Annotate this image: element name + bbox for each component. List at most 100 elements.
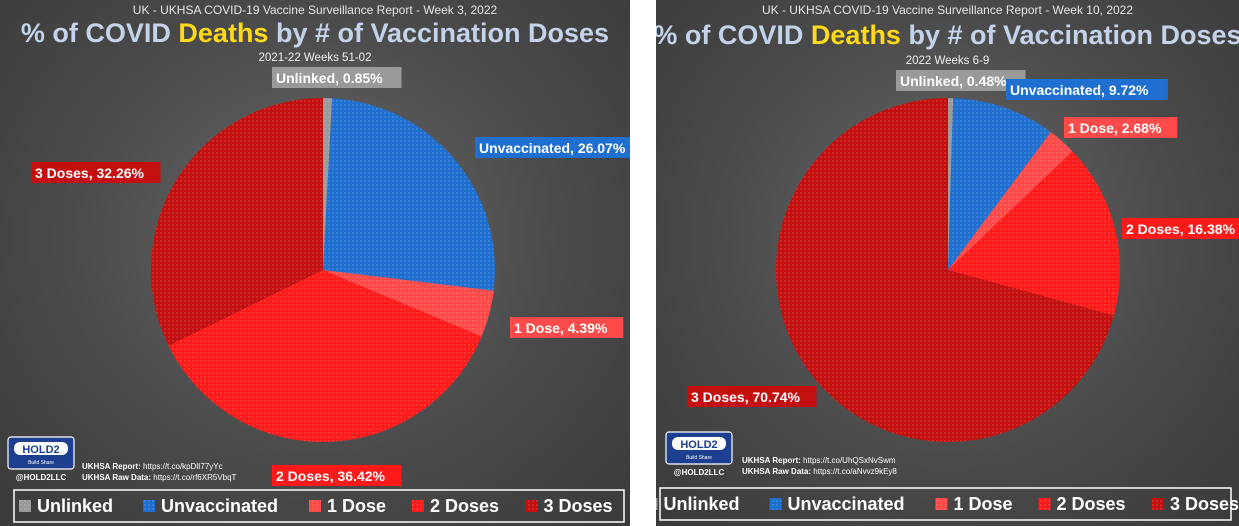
legend-item-dose1: 1 Dose [935, 494, 1013, 514]
legend-label-unvaccinated: Unvaccinated [161, 496, 278, 516]
legend-label-dose1: 1 Dose [954, 494, 1013, 514]
chart-subtitle: 2021-22 Weeks 51-02 [259, 52, 372, 64]
legend-border [13, 489, 625, 523]
data-label-dose1-bg [510, 317, 624, 338]
pie-slice-texture-dose2 [948, 151, 1120, 316]
pie-chart-week3: UK - UKHSA COVID-19 Vaccine Surveillance… [7, 3, 630, 523]
data-label-dose2-bg [272, 465, 402, 486]
hold2-logo: HOLD2 Build Share [7, 436, 75, 470]
chart-title: % of COVID Deaths by # of Vaccination Do… [21, 18, 609, 48]
legend-label-dose3: 3 Doses [544, 496, 613, 516]
source-report: UKHSA Report: https://t.co/kpDlI77yYc [82, 462, 223, 471]
source-report-url: https://t.co/UhQSxNvSwm [803, 456, 896, 465]
legend-label-unlinked: Unlinked [664, 494, 740, 514]
legend-label-unvaccinated: Unvaccinated [788, 494, 905, 514]
pie-slice-texture-dose1 [948, 132, 1073, 270]
legend-item-dose2: 2 Doses [412, 496, 499, 516]
legend-label-dose3: 3 Doses [1170, 494, 1239, 514]
data-label-dose1: 1 Dose, 4.39% [510, 317, 624, 338]
data-label-dose1-text: 1 Dose, 2.68% [1068, 120, 1162, 136]
chart-title-post: by # of Vaccination Doses [901, 20, 1239, 50]
data-label-unvaccinated: Unvaccinated, 9.72% [1006, 79, 1168, 100]
twitter-handle: @HOLD2LLC [674, 468, 725, 477]
legend-item-unvaccinated: Unvaccinated [769, 494, 905, 514]
pie-slice-texture-dose3 [151, 98, 323, 346]
logo-text: HOLD2 [680, 439, 717, 451]
legend-label-dose2: 2 Doses [1057, 494, 1126, 514]
data-label-dose2-text: 2 Doses, 36.42% [276, 468, 386, 484]
source-raw: UKHSA Raw Data: https://t.co/aNvvz9kEy8 [742, 467, 897, 476]
source-raw-label: UKHSA Raw Data: [82, 473, 153, 482]
data-label-dose2: 2 Doses, 36.42% [272, 465, 402, 486]
data-label-unlinked-bg [896, 70, 1026, 91]
pie-slice-texture-unlinked [323, 98, 333, 270]
data-label-unvaccinated-text: Unvaccinated, 26.07% [479, 140, 626, 156]
data-label-dose1-bg [1064, 117, 1178, 138]
source-raw-url: https://t.co/aNvvz9kEy8 [813, 467, 897, 476]
legend-item-unlinked: Unlinked [19, 496, 113, 516]
pie-slice-texture-unvaccinated [323, 98, 495, 291]
data-label-dose3: 3 Doses, 70.74% [687, 386, 817, 407]
data-label-dose2-text: 2 Doses, 16.38% [1126, 221, 1236, 237]
legend-item-dose3: 3 Doses [1152, 494, 1239, 514]
data-label-unvaccinated-text: Unvaccinated, 9.72% [1010, 82, 1149, 98]
legend-border [659, 487, 1232, 521]
data-label-unlinked: Unlinked, 0.85% [272, 67, 402, 88]
legend-label-dose2: 2 Doses [430, 496, 499, 516]
report-title: UK - UKHSA COVID-19 Vaccine Surveillance… [762, 3, 1133, 17]
legend-item-unvaccinated: Unvaccinated [143, 496, 278, 516]
chart-title-highlight: Deaths [178, 18, 268, 48]
data-label-dose2: 2 Doses, 16.38% [1122, 218, 1239, 239]
chart-title-pre: % of COVID [21, 18, 179, 48]
chart-panel-week10: UK - UKHSA COVID-19 Vaccine Surveillance… [656, 0, 1239, 526]
chart-title-highlight: Deaths [811, 20, 901, 50]
legend-label-unlinked: Unlinked [37, 496, 113, 516]
logo-text: HOLD2 [22, 444, 59, 456]
legend-item-dose1: 1 Dose [309, 496, 386, 516]
chart-subtitle: 2022 Weeks 6-9 [906, 55, 990, 67]
data-label-dose3: 3 Doses, 32.26% [31, 162, 161, 183]
data-label-unlinked-text: Unlinked, 0.85% [276, 70, 383, 86]
source-report-label: UKHSA Report: [742, 456, 803, 465]
legend-item-dose3: 3 Doses [525, 496, 613, 516]
data-label-unvaccinated: Unvaccinated, 26.07% [475, 137, 630, 158]
logo-tagline: Build Share [28, 460, 54, 466]
data-label-dose3-bg [31, 162, 161, 183]
source-raw-label: UKHSA Raw Data: [742, 467, 813, 476]
pie-slice-texture-dose2 [168, 270, 482, 442]
logo-tagline: Build Share [686, 455, 712, 461]
hold2-logo: HOLD2 Build Share [665, 431, 733, 465]
legend-item-dose2: 2 Doses [1038, 494, 1126, 514]
pie-slice-texture-dose1 [323, 270, 494, 337]
source-report-label: UKHSA Report: [82, 462, 143, 471]
report-title: UK - UKHSA COVID-19 Vaccine Surveillance… [133, 3, 498, 17]
data-label-dose3-text: 3 Doses, 32.26% [35, 165, 145, 181]
pie-slice-texture-unlinked [948, 98, 954, 270]
pie-slice-texture-unvaccinated [948, 98, 1051, 270]
data-label-dose3-bg [687, 386, 817, 407]
chart-title-post: by # of Vaccination Doses [268, 18, 609, 48]
twitter-handle: @HOLD2LLC [16, 473, 67, 482]
data-label-unvaccinated-bg [475, 137, 630, 158]
pie-chart-week10: UK - UKHSA COVID-19 Vaccine Surveillance… [656, 3, 1239, 521]
data-label-unlinked-bg [272, 67, 402, 88]
pie-slice-texture-dose3 [776, 98, 1114, 442]
data-label-dose1: 1 Dose, 2.68% [1064, 117, 1178, 138]
chart-panel-week3: UK - UKHSA COVID-19 Vaccine Surveillance… [0, 0, 630, 526]
chart-legend: Unlinked Unvaccinated 1 Dose 2 Doses 3 Doses [656, 487, 1239, 521]
source-raw-url: https://t.co/rf6XR5VbqT [153, 473, 236, 482]
source-report-url: https://t.co/kpDlI77yYc [143, 462, 223, 471]
source-report: UKHSA Report: https://t.co/UhQSxNvSwm [742, 456, 896, 465]
source-raw: UKHSA Raw Data: https://t.co/rf6XR5VbqT [82, 473, 237, 482]
chart-title-pre: % of COVID [656, 20, 811, 50]
legend-item-unlinked: Unlinked [656, 494, 740, 514]
data-label-dose1-text: 1 Dose, 4.39% [514, 320, 608, 336]
data-label-dose2-bg [1122, 218, 1239, 239]
data-label-dose3-text: 3 Doses, 70.74% [691, 389, 801, 405]
data-label-unlinked-text: Unlinked, 0.48% [900, 73, 1007, 89]
chart-legend: Unlinked Unvaccinated 1 Dose 2 Doses 3 Doses [13, 489, 625, 523]
chart-title: % of COVID Deaths by # of Vaccination Do… [656, 20, 1239, 50]
data-label-unvaccinated-bg [1006, 79, 1168, 100]
legend-label-dose1: 1 Dose [327, 496, 386, 516]
data-label-unlinked: Unlinked, 0.48% [896, 70, 1026, 91]
